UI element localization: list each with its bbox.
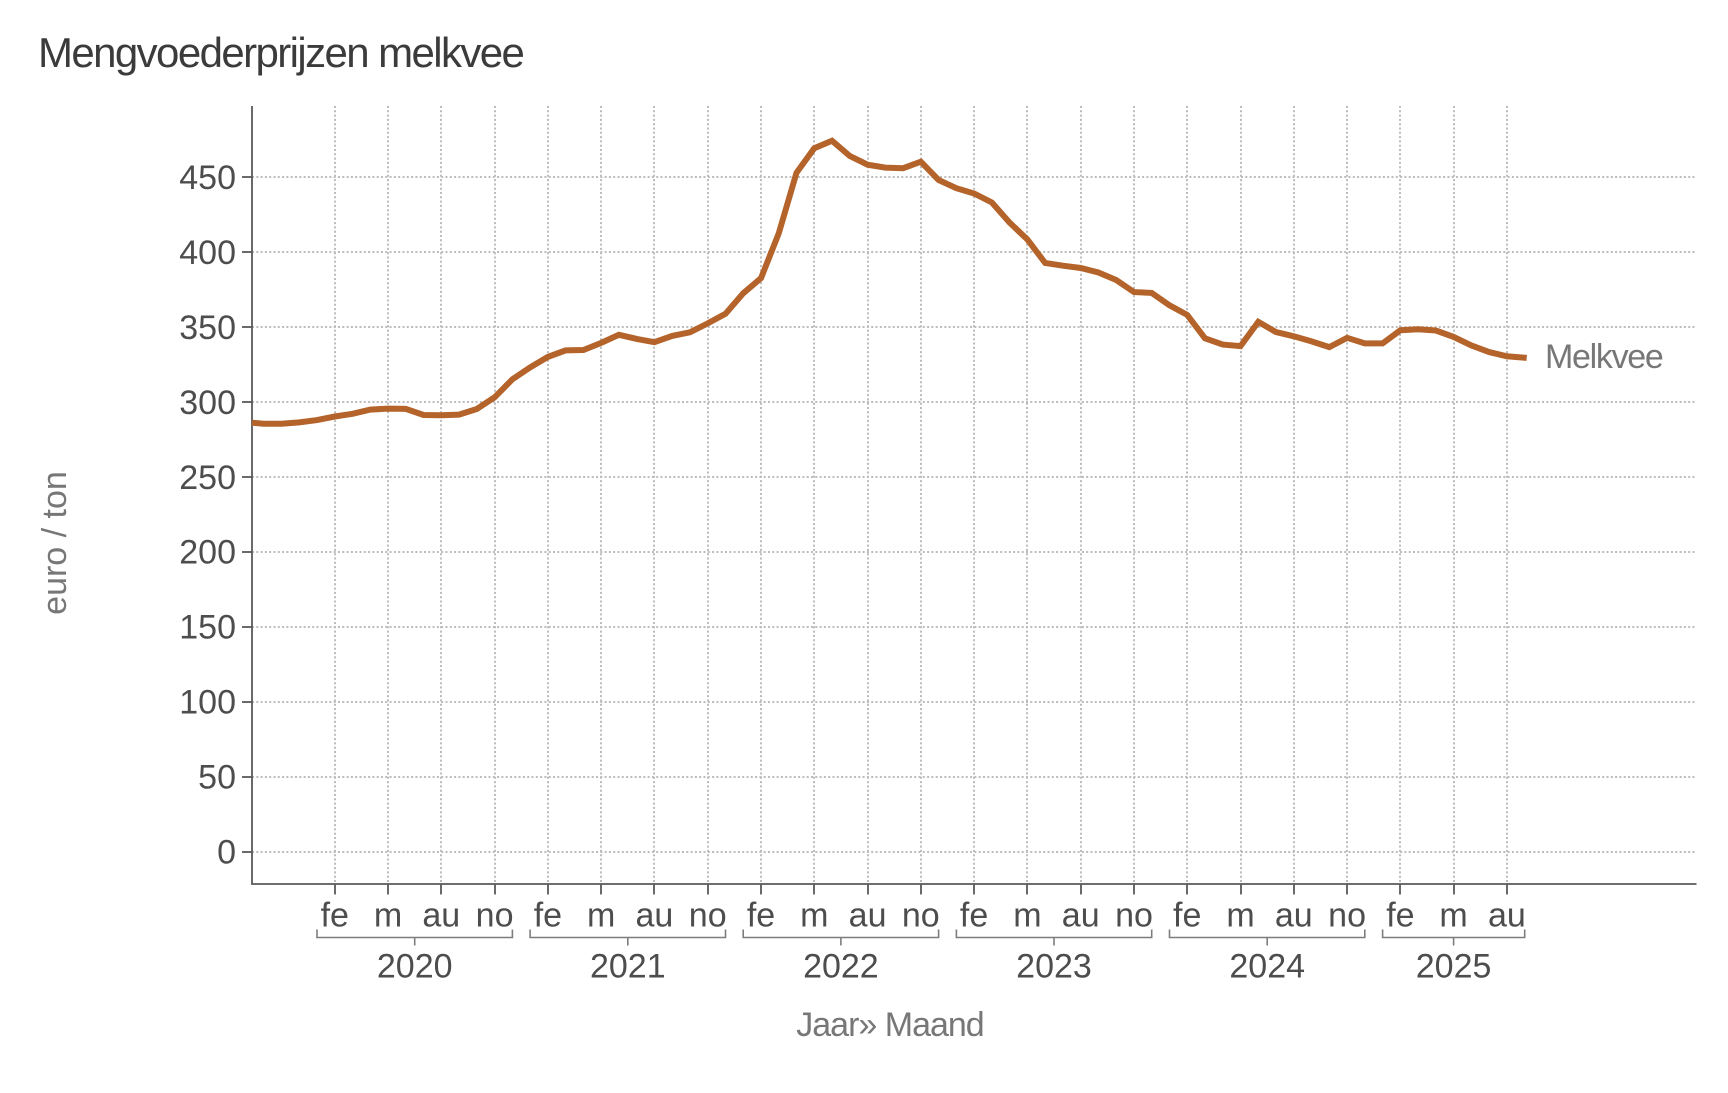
svg-text:450: 450	[179, 159, 236, 197]
svg-text:350: 350	[179, 309, 236, 347]
svg-text:100: 100	[179, 684, 236, 722]
svg-text:250: 250	[179, 459, 236, 497]
svg-text:euro / ton: euro / ton	[36, 471, 74, 615]
svg-text:au: au	[635, 897, 673, 935]
svg-text:fe: fe	[321, 897, 349, 935]
svg-text:2023: 2023	[1016, 948, 1092, 986]
svg-text:au: au	[849, 897, 887, 935]
svg-text:300: 300	[179, 384, 236, 422]
svg-text:400: 400	[179, 234, 236, 272]
svg-text:no: no	[902, 897, 940, 935]
svg-text:2022: 2022	[803, 948, 879, 986]
svg-text:50: 50	[198, 759, 236, 797]
svg-text:fe: fe	[747, 897, 775, 935]
svg-text:no: no	[689, 897, 727, 935]
svg-text:2025: 2025	[1416, 948, 1492, 986]
svg-text:Melkvee: Melkvee	[1545, 338, 1663, 376]
svg-text:150: 150	[179, 609, 236, 647]
svg-text:2021: 2021	[590, 948, 666, 986]
svg-text:no: no	[476, 897, 514, 935]
svg-text:au: au	[1275, 897, 1313, 935]
svg-text:Mengvoederprijzen melkvee: Mengvoederprijzen melkvee	[38, 29, 524, 76]
svg-text:no: no	[1115, 897, 1153, 935]
svg-text:m: m	[1226, 897, 1254, 935]
svg-text:2020: 2020	[377, 948, 453, 986]
svg-text:au: au	[422, 897, 460, 935]
svg-text:Jaar» Maand: Jaar» Maand	[796, 1006, 983, 1044]
svg-text:m: m	[374, 897, 402, 935]
svg-text:fe: fe	[1173, 897, 1201, 935]
svg-text:m: m	[1013, 897, 1041, 935]
svg-text:no: no	[1328, 897, 1366, 935]
svg-text:fe: fe	[960, 897, 988, 935]
svg-text:au: au	[1488, 897, 1526, 935]
svg-text:m: m	[587, 897, 615, 935]
svg-text:au: au	[1062, 897, 1100, 935]
svg-text:fe: fe	[534, 897, 562, 935]
svg-text:2024: 2024	[1229, 948, 1305, 986]
svg-text:m: m	[1439, 897, 1467, 935]
svg-text:m: m	[800, 897, 828, 935]
svg-text:fe: fe	[1386, 897, 1414, 935]
svg-text:200: 200	[179, 534, 236, 572]
svg-text:0: 0	[217, 834, 236, 872]
